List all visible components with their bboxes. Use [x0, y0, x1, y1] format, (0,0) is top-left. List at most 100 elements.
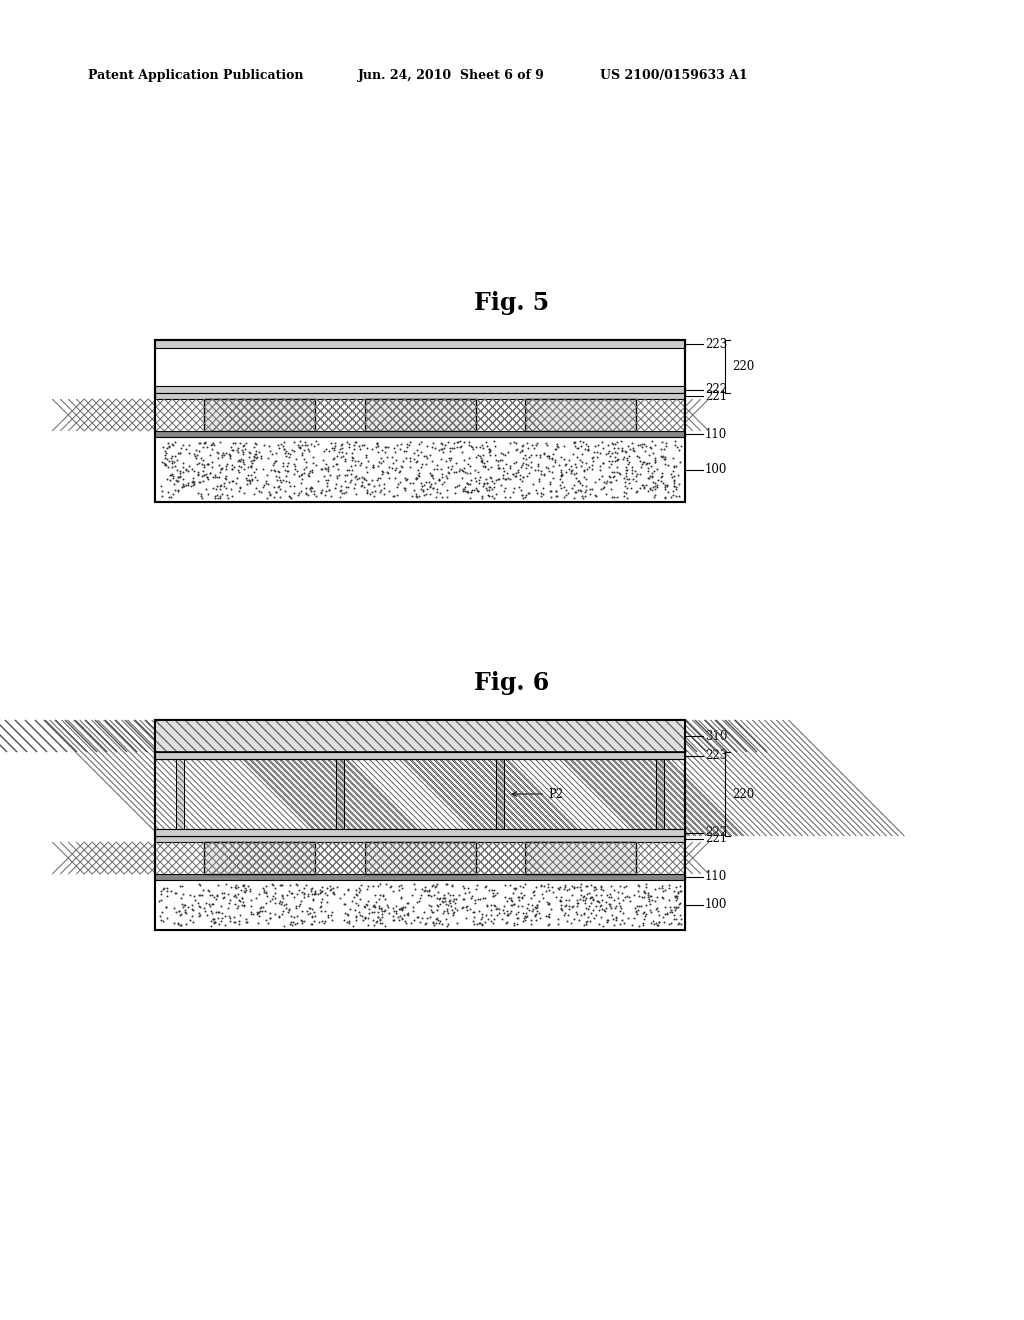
Point	[234, 895, 251, 916]
Point	[356, 907, 373, 928]
Point	[271, 478, 288, 499]
Point	[234, 875, 251, 896]
Point	[528, 900, 545, 921]
Point	[199, 467, 215, 488]
Point	[641, 891, 657, 912]
Point	[625, 915, 641, 936]
Point	[368, 911, 384, 932]
Point	[397, 470, 414, 491]
Point	[505, 882, 521, 903]
Point	[513, 887, 529, 908]
Point	[418, 483, 434, 504]
Point	[280, 902, 296, 923]
Point	[500, 441, 516, 462]
Point	[174, 474, 190, 495]
Point	[651, 911, 668, 932]
Point	[488, 904, 505, 925]
Point	[515, 453, 531, 474]
Bar	[176, 719, 183, 836]
Point	[449, 475, 465, 496]
Point	[347, 907, 364, 928]
Point	[352, 453, 369, 474]
Point	[263, 444, 280, 465]
Text: 310: 310	[705, 730, 727, 742]
Point	[359, 915, 376, 936]
Point	[406, 874, 422, 895]
Point	[159, 907, 175, 928]
Point	[584, 458, 600, 479]
Point	[153, 909, 169, 931]
Point	[300, 465, 316, 486]
Point	[497, 469, 513, 490]
Point	[593, 876, 609, 898]
Point	[372, 467, 388, 488]
Point	[473, 451, 489, 473]
Point	[238, 879, 254, 900]
Point	[492, 449, 508, 470]
Point	[644, 466, 660, 487]
Point	[483, 904, 500, 925]
Point	[477, 469, 494, 490]
Point	[529, 482, 546, 503]
Point	[647, 434, 664, 455]
Point	[218, 442, 234, 463]
Point	[171, 444, 187, 465]
Text: 100: 100	[705, 899, 727, 912]
Point	[446, 482, 463, 503]
Point	[620, 907, 636, 928]
Point	[592, 442, 608, 463]
Point	[197, 430, 213, 451]
Point	[481, 466, 498, 487]
Point	[636, 902, 652, 923]
Point	[340, 434, 356, 455]
Point	[162, 450, 178, 471]
Point	[506, 432, 522, 453]
Point	[468, 879, 484, 900]
Point	[514, 436, 530, 457]
Point	[459, 462, 475, 483]
Point	[159, 469, 175, 490]
Point	[487, 884, 504, 906]
Point	[266, 461, 283, 482]
Point	[334, 437, 350, 458]
Point	[538, 906, 554, 927]
Point	[565, 432, 582, 453]
Point	[293, 912, 309, 933]
Point	[587, 436, 603, 457]
Point	[532, 875, 549, 896]
Point	[355, 434, 372, 455]
Point	[502, 433, 518, 454]
Point	[364, 470, 380, 491]
Point	[452, 461, 468, 482]
Point	[213, 911, 229, 932]
Point	[653, 465, 670, 486]
Point	[334, 434, 350, 455]
Point	[620, 436, 636, 457]
Point	[236, 891, 252, 912]
Point	[274, 455, 291, 477]
Point	[622, 438, 638, 459]
Point	[387, 441, 403, 462]
Point	[578, 480, 594, 502]
Point	[401, 432, 418, 453]
Point	[167, 432, 183, 453]
Point	[266, 882, 283, 903]
Point	[369, 434, 385, 455]
Point	[673, 913, 689, 935]
Point	[226, 876, 243, 898]
Point	[410, 486, 426, 507]
Point	[529, 459, 546, 480]
Point	[578, 912, 594, 933]
Point	[618, 447, 635, 469]
Point	[348, 884, 365, 906]
Point	[481, 480, 498, 502]
Point	[344, 442, 360, 463]
Point	[438, 898, 455, 919]
Point	[572, 455, 589, 477]
Point	[535, 483, 551, 504]
Point	[455, 875, 471, 896]
Point	[302, 898, 318, 919]
Point	[165, 434, 181, 455]
Point	[538, 457, 554, 478]
Point	[154, 890, 170, 911]
